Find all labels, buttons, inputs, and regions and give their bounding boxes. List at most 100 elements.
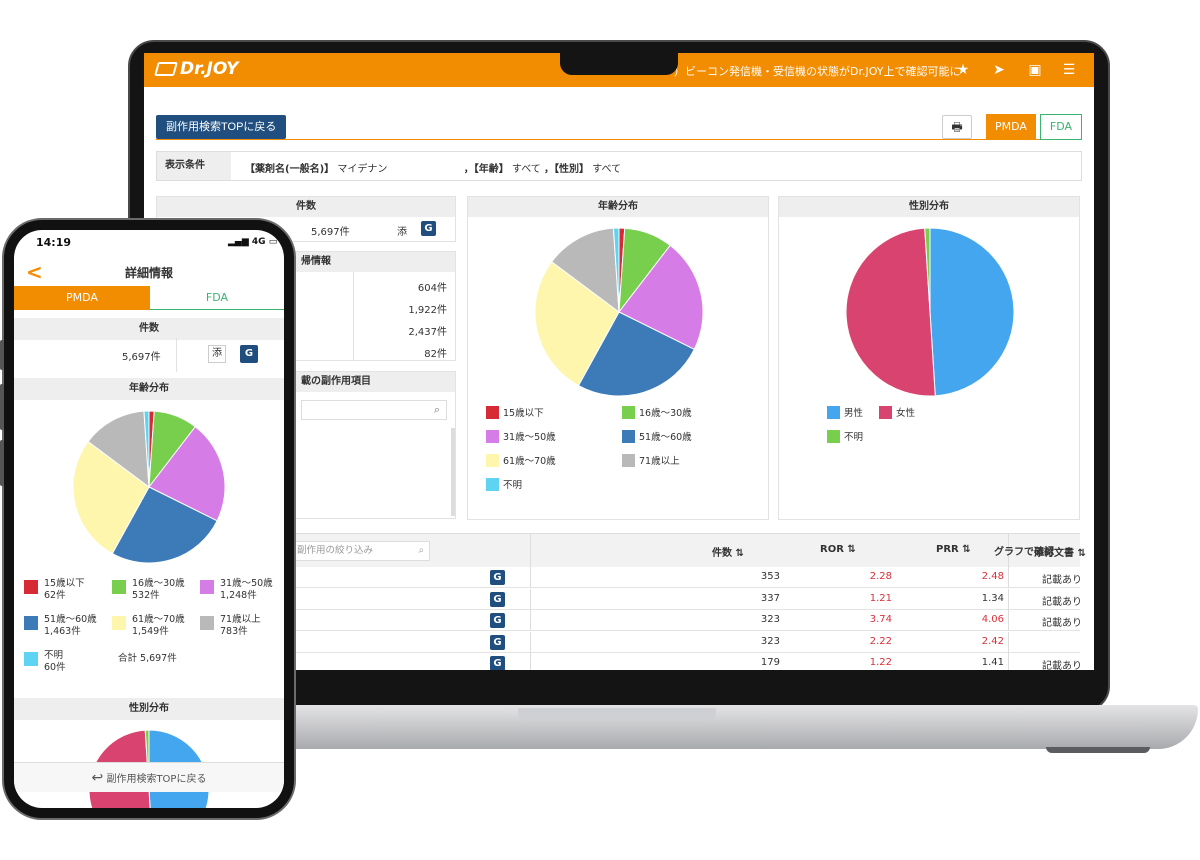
phone-age-title: 年齢分布 <box>14 378 284 400</box>
logo-text: Dr.JOY <box>180 59 239 79</box>
pie-slice-女性[interactable] <box>845 227 936 397</box>
status-signal: ▂▄▆ 4G ▭ <box>228 237 278 247</box>
return-arrow-icon: ↩ <box>91 770 104 786</box>
attach-badge[interactable]: 添 <box>397 227 407 238</box>
table-row[interactable]: G 179 1.22 1.41 記載あり <box>288 653 1082 670</box>
legend-label: 51歳～60歳 <box>639 432 692 443</box>
google-icon[interactable]: G <box>490 656 505 670</box>
cell-count: 337 <box>760 592 780 604</box>
google-icon[interactable]: G <box>490 570 505 585</box>
table-row[interactable]: G 353 2.28 2.48 記載あり <box>288 567 1082 588</box>
cell-prr: 1.41 <box>981 657 1004 668</box>
google-icon[interactable]: G <box>490 613 505 628</box>
star-icon[interactable]: ★ <box>956 62 970 78</box>
report-value: 1,922件 <box>408 305 447 316</box>
legend-label: 女性 <box>896 408 916 419</box>
pie-slice-61歳～70歳[interactable] <box>72 440 150 555</box>
legend-item[interactable]: 31歳～50歳 <box>486 429 556 443</box>
legend-swatch <box>622 453 635 467</box>
legend-label: 16歳～30歳 532件 <box>132 578 185 601</box>
conditions-text: 【薬剤名(一般名)】 マイデナン ，【年齢】 すべて ，【性別】 すべて <box>245 164 622 175</box>
pie-slice-51歳～60歳[interactable] <box>111 486 218 564</box>
legend-item[interactable]: 15歳以下 <box>486 405 544 419</box>
print-icon: 🖶 <box>951 120 963 134</box>
pie-slice-71歳以上[interactable] <box>550 227 620 314</box>
pie-slice-71歳以上[interactable] <box>87 410 150 489</box>
phone-count-title: 件数 <box>14 318 284 340</box>
legend-label: 不明 <box>844 432 864 443</box>
pmda-button[interactable]: PMDA <box>986 114 1036 140</box>
cell-count: 323 <box>760 614 780 625</box>
phone-tab-pmda[interactable]: PMDA <box>14 286 150 310</box>
legend-item[interactable]: 16歳～30歳 <box>622 405 692 419</box>
pie-slice-男性[interactable] <box>929 227 1015 397</box>
google-icon[interactable]: G <box>421 221 436 236</box>
phone-screen: 14:19 ▂▄▆ 4G ▭ < 詳細情報 PMDA FDA 件数 5,697件… <box>14 230 284 808</box>
legend-item[interactable]: 51歳～60歳 <box>622 429 692 443</box>
col-doc[interactable]: 添付文書 ⇅ <box>1034 548 1086 559</box>
table-row[interactable]: G 323 3.74 4.06 記載あり <box>288 610 1082 631</box>
print-button[interactable]: 🖶 <box>942 115 972 139</box>
filter-input[interactable]: 副作用の絞り込み ⌕ <box>292 541 430 561</box>
age-chart-title: 年齢分布 <box>468 197 768 217</box>
status-time: 14:19 <box>36 236 72 249</box>
legend-item[interactable]: 女性 <box>879 405 915 419</box>
phone-total: 合計 5,697件 <box>118 653 177 664</box>
google-icon[interactable]: G <box>240 345 258 363</box>
fda-button[interactable]: FDA <box>1040 114 1082 140</box>
legend-swatch <box>827 405 840 419</box>
phone-back-to-top-button[interactable]: ↩ 副作用検索TOPに戻る <box>14 762 284 792</box>
phone-tab-fda[interactable]: FDA <box>150 286 284 310</box>
legend-label: 15歳以下 62件 <box>44 578 85 601</box>
sex-chart-title: 性別分布 <box>779 197 1079 217</box>
scrollbar[interactable] <box>451 428 455 516</box>
google-icon[interactable]: G <box>490 634 505 650</box>
legend-item[interactable]: 61歳～70歳 <box>486 453 556 467</box>
news-ticker[interactable]: ）ビーコン発信機・受信機の状態がDr.JOY上で確認可能に <box>674 65 961 78</box>
send-icon[interactable]: ➤ <box>993 62 1005 78</box>
side-search-input[interactable]: ⌕ <box>301 400 447 420</box>
cell-prr: 2.42 <box>981 635 1004 647</box>
sex-chart-panel: 性別分布 男性 女性不明 <box>778 196 1080 520</box>
legend-item[interactable]: 不明 <box>827 429 863 443</box>
col-ror[interactable]: ROR ⇅ <box>820 544 856 555</box>
pie-slice-不明[interactable] <box>143 410 150 488</box>
cell-ror: 1.21 <box>869 592 892 604</box>
legend-swatch <box>486 429 499 443</box>
display-conditions: 表示条件 【薬剤名(一般名)】 マイデナン ，【年齢】 すべて ，【性別】 すべ… <box>156 151 1082 181</box>
table-row[interactable]: G 323 2.22 2.42 <box>288 631 1080 653</box>
legend-item[interactable]: 71歳以上 <box>622 453 680 467</box>
legend-swatch <box>879 405 892 419</box>
cell-prr: 4.06 <box>981 614 1004 625</box>
pie-slice-不明[interactable] <box>612 227 620 313</box>
cell-doc: 記載あり <box>1042 618 1082 629</box>
pie-slice-61歳～70歳[interactable] <box>534 261 620 387</box>
table-row[interactable]: G 337 1.21 1.34 記載あり <box>288 588 1082 610</box>
phone-attach-badge[interactable]: 添 <box>208 345 226 363</box>
menu-icon[interactable]: ☰ <box>1062 62 1076 78</box>
back-to-top-button[interactable]: 副作用検索TOPに戻る <box>156 115 287 139</box>
age-pie-chart <box>534 227 704 397</box>
col-count[interactable]: 件数 ⇅ <box>712 548 744 559</box>
legend-swatch <box>622 429 635 443</box>
count-value: 5,697件 <box>311 227 350 238</box>
logo[interactable]: Dr.JOY <box>154 59 239 79</box>
conditions-label: 表示条件 <box>157 152 231 180</box>
google-icon[interactable]: G <box>490 591 505 607</box>
col-prr[interactable]: PRR ⇅ <box>936 544 971 555</box>
laptop-screen: Dr.JOY ）ビーコン発信機・受信機の状態がDr.JOY上で確認可能に ★ ➤… <box>144 53 1094 670</box>
legend-item[interactable]: 男性 <box>827 405 863 419</box>
pie-slice-51歳～60歳[interactable] <box>577 311 695 397</box>
pie-slice-31歳～50歳[interactable] <box>148 426 226 522</box>
pie-slice-不明[interactable] <box>924 227 931 313</box>
count-panel: 件数 5,697件 添 G <box>156 196 456 242</box>
cell-count: 323 <box>760 635 780 647</box>
count-title: 件数 <box>157 197 455 217</box>
chevron-left-icon[interactable]: < <box>26 260 43 284</box>
legend-item[interactable]: 不明 <box>486 477 522 491</box>
legend-swatch <box>827 429 840 443</box>
play-icon[interactable]: ▣ <box>1028 62 1042 78</box>
legend-label: 31歳～50歳 1,248件 <box>220 578 273 601</box>
pie-slice-31歳～50歳[interactable] <box>618 244 704 351</box>
legend-swatch <box>24 616 38 630</box>
